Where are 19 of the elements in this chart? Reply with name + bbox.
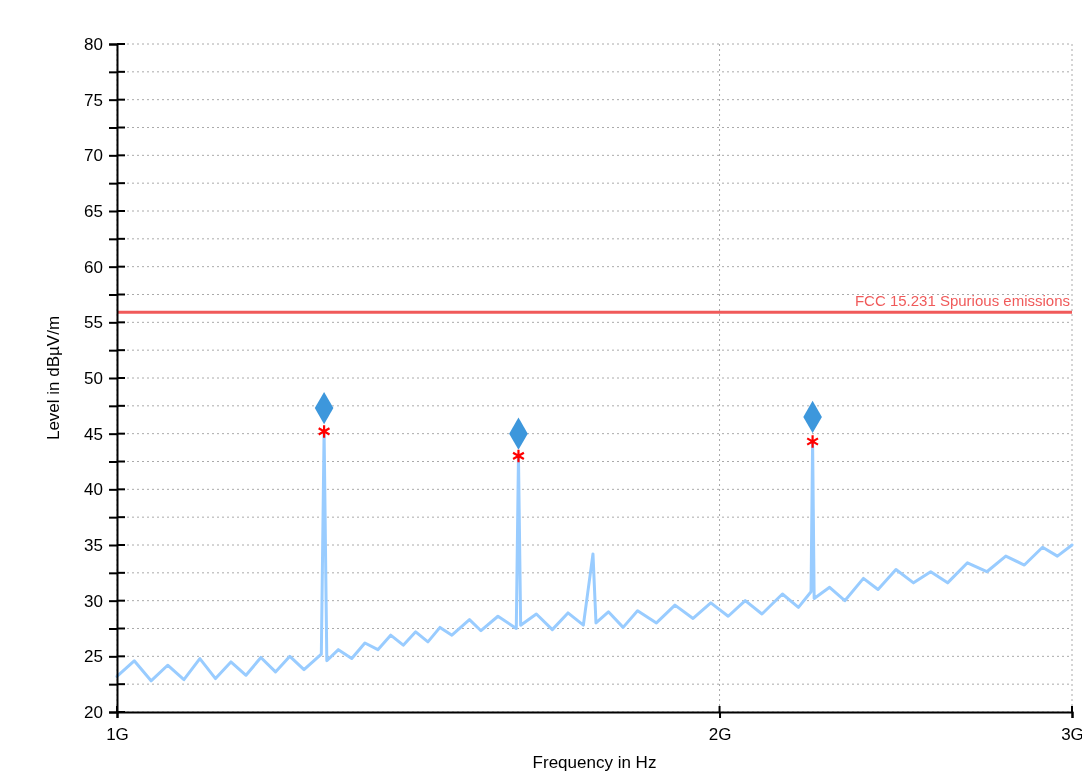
y-axis-title: Level in dBµV/m — [44, 315, 63, 441]
x-tick-label: 1G — [106, 725, 129, 745]
x-axis-title: Frequency in Hz — [532, 753, 657, 772]
y-tick-label: 70 — [84, 146, 103, 166]
y-tick-label: 55 — [84, 313, 103, 333]
y-tick-label: 45 — [84, 424, 103, 444]
y-tick-label: 30 — [84, 591, 103, 611]
y-tick-label: 40 — [84, 480, 103, 500]
y-tick-label: 65 — [84, 201, 103, 221]
y-tick-label: 35 — [84, 535, 103, 555]
y-tick-label: 20 — [84, 702, 103, 722]
ref-line-label: FCC 15.231 Spurious emissions — [854, 292, 1070, 310]
y-tick-label: 80 — [84, 34, 103, 54]
y-tick-label: 25 — [84, 647, 103, 667]
y-tick-label: 75 — [84, 90, 103, 110]
x-tick-label: 3G — [1061, 725, 1084, 745]
y-tick-label: 50 — [84, 368, 103, 388]
x-tick-label: 2G — [708, 725, 732, 745]
y-tick-label: 60 — [84, 257, 103, 277]
